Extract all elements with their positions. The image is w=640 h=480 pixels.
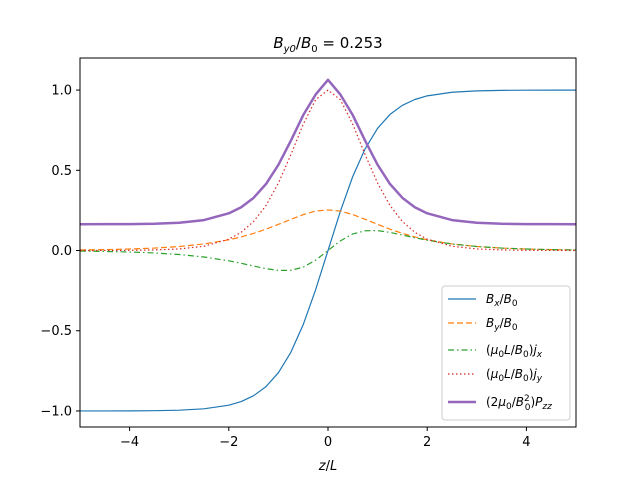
x-axis: −4 −2 0 2 4 — [120, 427, 531, 450]
y-tick-label: −1.0 — [40, 404, 72, 419]
legend-entry-jy: (μ0L/B0)jy — [448, 367, 543, 384]
series-line-bx — [80, 89, 576, 412]
y-axis: −1.0 −0.5 0.0 0.5 1.0 — [40, 84, 80, 419]
legend-entry-pzz: (2μ0/B2 0)Pzz — [448, 394, 552, 413]
legend-label-pzz: (2μ0/B2 0)Pzz — [486, 394, 552, 413]
legend-entry-bx: Bx/B0 — [448, 292, 518, 309]
y-tick-label: −0.5 — [40, 324, 72, 339]
series-group — [80, 78, 576, 412]
x-tick-label: 0 — [324, 435, 332, 450]
y-tick-label: 0.5 — [51, 164, 72, 179]
chart-title: By0/B0 = 0.253 — [273, 34, 382, 55]
legend-label-jy: (μ0L/B0)jy — [486, 367, 543, 384]
series-line-jx — [80, 230, 576, 272]
plot-area — [79, 57, 577, 428]
y-tick-label: 1.0 — [51, 84, 72, 99]
x-tick-label: 2 — [423, 435, 431, 450]
series-line-pzz — [80, 78, 576, 226]
legend-box — [441, 285, 571, 421]
x-tick-label: 4 — [522, 435, 530, 450]
legend-label-jx: (μ0L/B0)jx — [486, 343, 543, 360]
series-line-jy — [80, 89, 576, 252]
legend-entry-jx: (μ0L/B0)jx — [448, 343, 543, 360]
y-tick-label: 0.0 — [51, 244, 72, 259]
legend-label-bx: Bx/B0 — [486, 292, 518, 309]
legend-entry-by: By/B0 — [448, 316, 518, 333]
x-tick-label: −2 — [219, 435, 238, 450]
x-tick-label: −4 — [120, 435, 139, 450]
legend: Bx/B0 By/B0 (μ0L/B0)jx (μ0L/B0)jy (2μ0/B — [441, 285, 571, 421]
legend-label-by: By/B0 — [486, 316, 518, 333]
x-axis-label: z/L — [318, 459, 337, 474]
